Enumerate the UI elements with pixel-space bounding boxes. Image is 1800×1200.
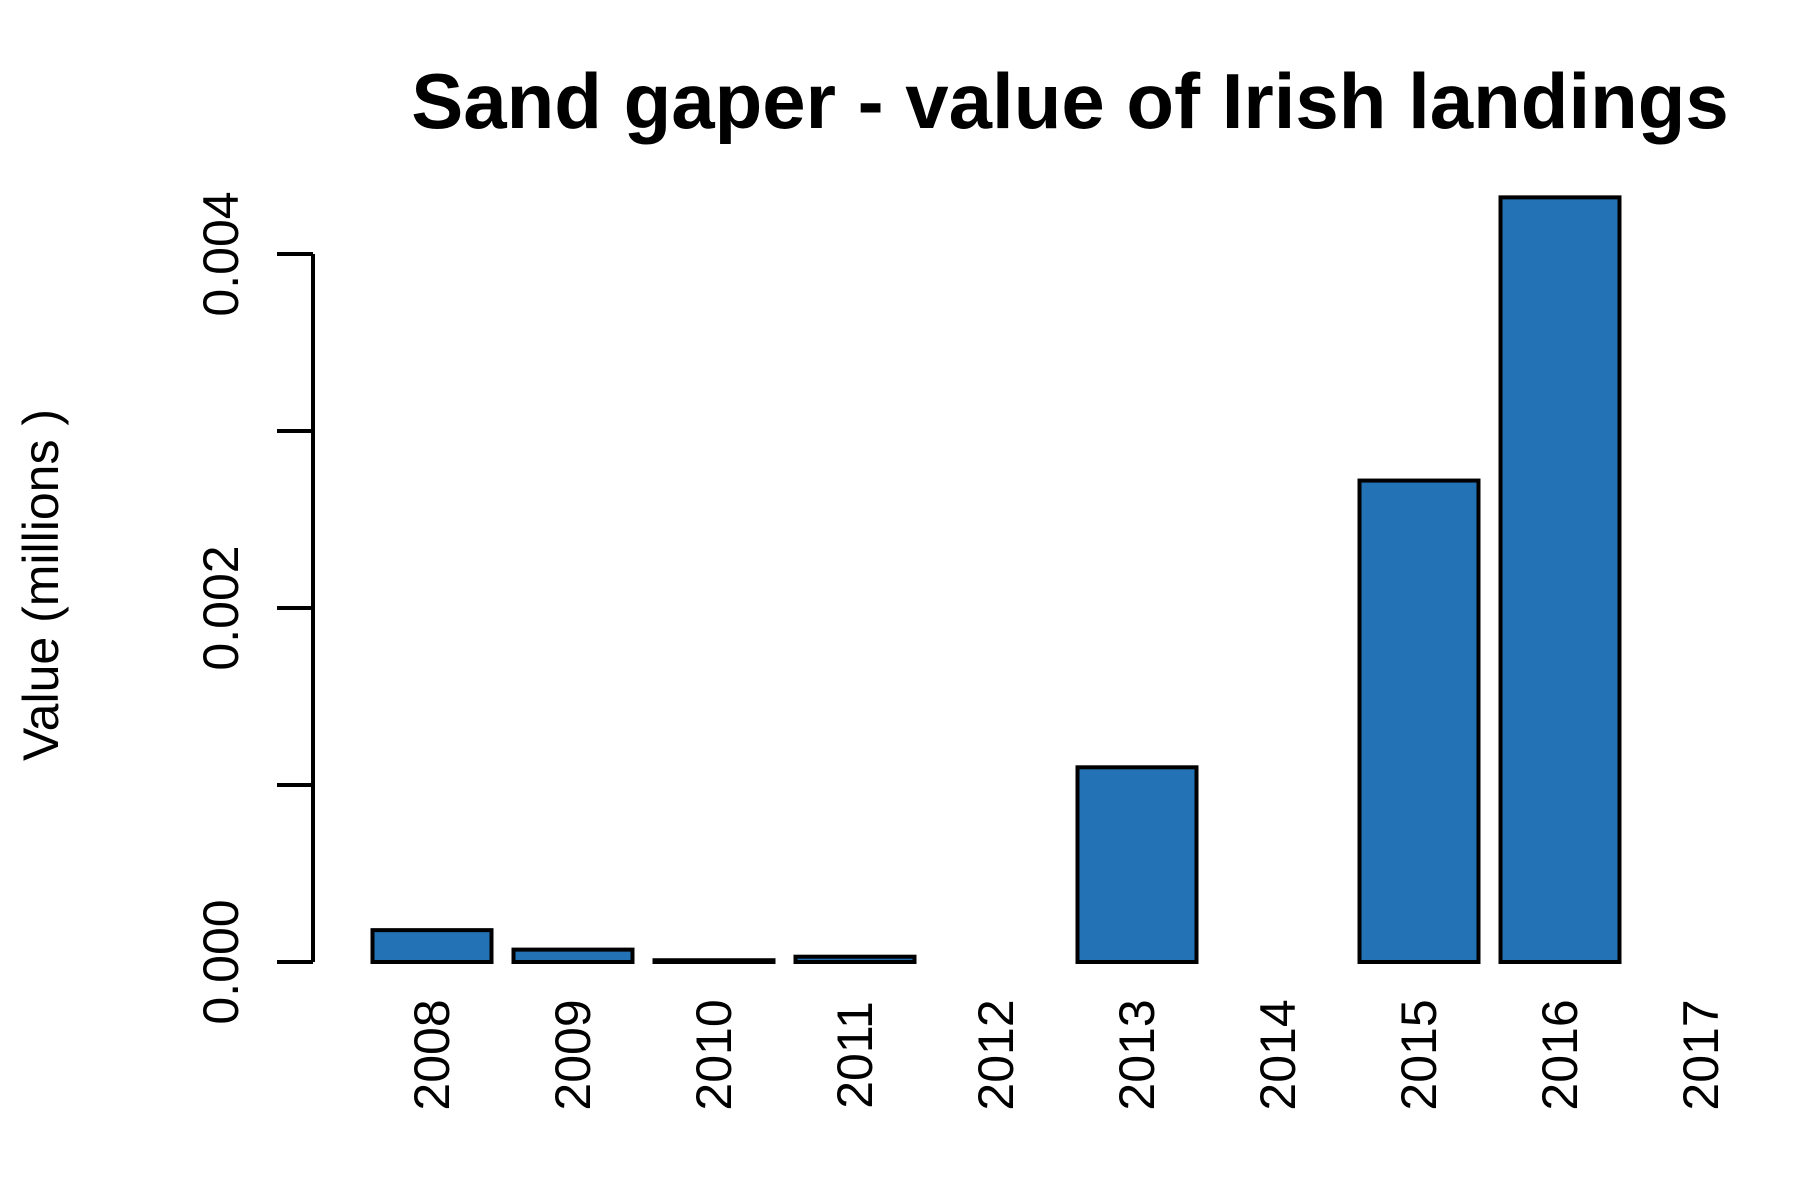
x-tick-label-2011: 2011 <box>827 1001 883 1109</box>
x-tick-label-2015: 2015 <box>1391 999 1447 1110</box>
bar-2009 <box>511 947 635 964</box>
bar-2011 <box>793 954 917 965</box>
x-tick-label-2012: 2012 <box>968 999 1024 1110</box>
x-tick-label-2016: 2016 <box>1532 999 1588 1110</box>
x-tick-label-2013: 2013 <box>1109 999 1165 1110</box>
y-axis: 0.000 0.002 0.004 <box>193 191 315 1025</box>
bar-2010 <box>652 958 776 964</box>
x-axis-tick-labels: 2008 2009 2010 2011 2012 2013 2014 2015 2016 2017 <box>404 999 1729 1110</box>
x-tick-label-2017: 2017 <box>1673 999 1729 1110</box>
y-tick-label: 0.002 <box>193 545 249 670</box>
bar-2013 <box>1075 765 1199 964</box>
y-axis-label: Value (millions ) <box>13 409 69 761</box>
x-tick-label-2014: 2014 <box>1250 999 1306 1110</box>
y-tick-label: 0.000 <box>193 899 249 1024</box>
y-tick-label: 0.004 <box>193 191 249 316</box>
bar-2015 <box>1357 478 1481 964</box>
chart-title: Sand gaper - value of Irish landings <box>411 57 1729 145</box>
bars <box>370 195 1622 965</box>
x-tick-label-2009: 2009 <box>545 999 601 1110</box>
bar-2016 <box>1498 195 1622 965</box>
x-tick-label-2010: 2010 <box>686 999 742 1110</box>
x-tick-label-2008: 2008 <box>404 999 460 1110</box>
bar-2008 <box>370 928 494 965</box>
